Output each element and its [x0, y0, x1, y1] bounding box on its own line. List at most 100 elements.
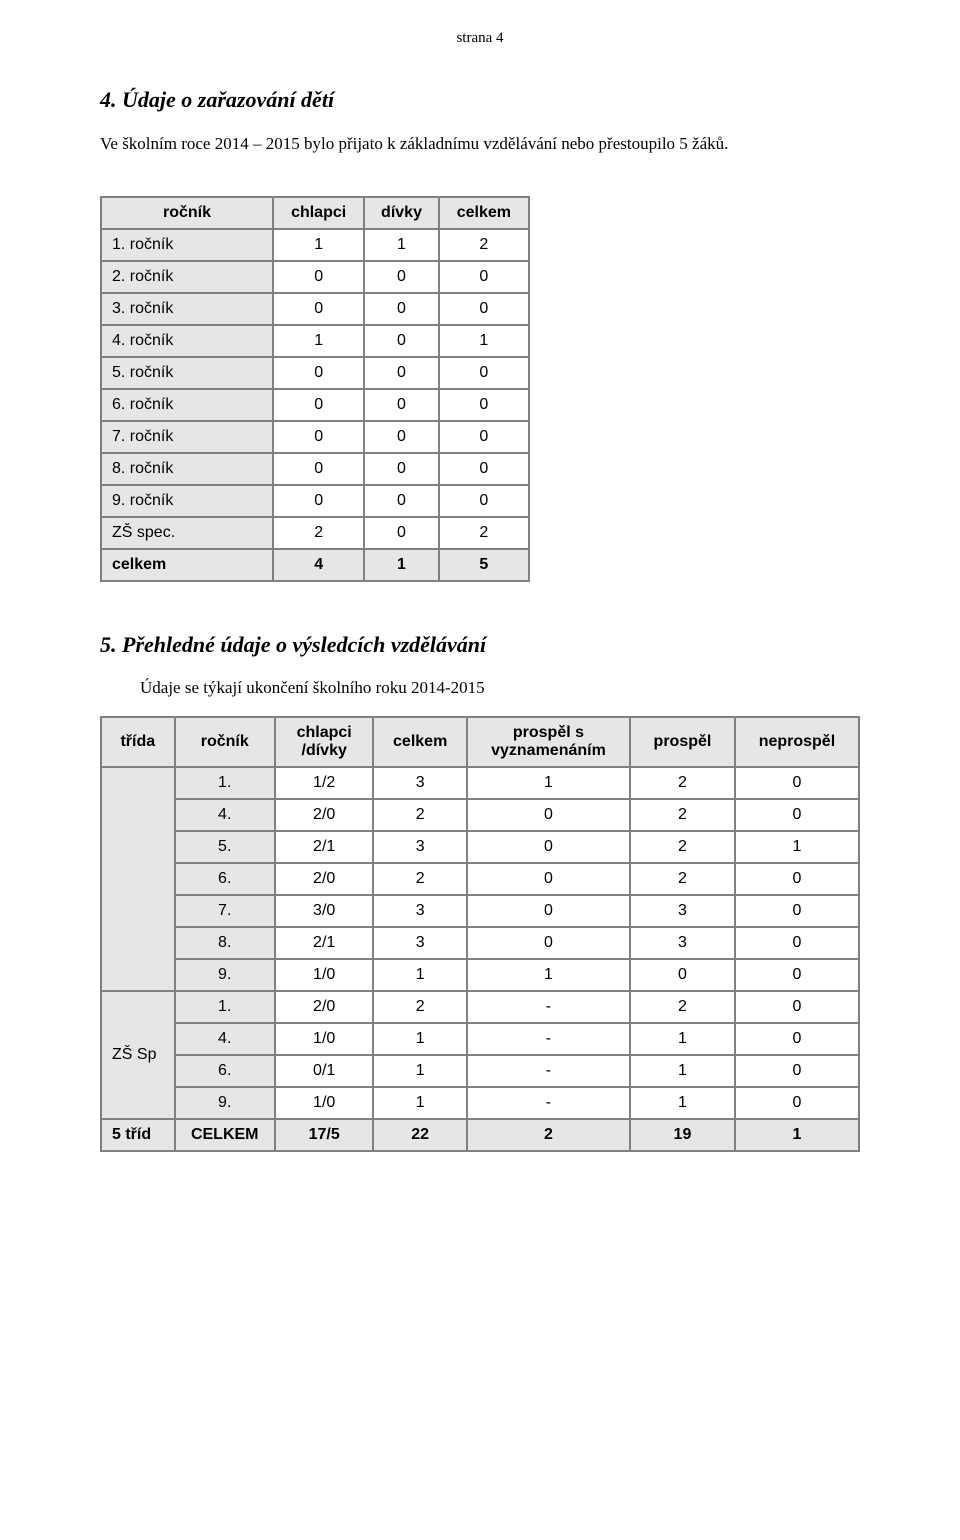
section-5-number: 5.	[100, 632, 117, 657]
cell-value: 0	[439, 389, 529, 421]
col-celkem: celkem	[439, 197, 529, 229]
cell-value: 1	[373, 1055, 466, 1087]
cell-value: 0	[735, 1087, 859, 1119]
row-label: 1. ročník	[101, 229, 273, 261]
cell-value: 3	[373, 895, 466, 927]
row-label: 9. ročník	[101, 485, 273, 517]
row-label: ZŠ spec.	[101, 517, 273, 549]
section-4-number: 4.	[100, 87, 117, 112]
section-5-title: Přehledné údaje o výsledcích vzdělávání	[122, 632, 486, 657]
table-row: 7. ročník000	[101, 421, 529, 453]
grade-label: 8.	[175, 927, 275, 959]
cell-value: 2	[630, 831, 735, 863]
table-row: 2. ročník000	[101, 261, 529, 293]
cell-value: 1	[273, 229, 364, 261]
table-row: 4.1/01-10	[101, 1023, 859, 1055]
cell-value: 1	[630, 1023, 735, 1055]
grade-label: 1.	[175, 767, 275, 799]
cell-value: 1/0	[275, 959, 374, 991]
table-header-row: ročník chlapci dívky celkem	[101, 197, 529, 229]
class-label: ZŠ Sp	[101, 991, 175, 1119]
page: strana 4 4. Údaje o zařazování dětí Ve š…	[0, 0, 960, 1540]
cell-value: 2	[630, 767, 735, 799]
cell-value: 0	[439, 261, 529, 293]
cell-value: 0	[439, 421, 529, 453]
cell-value: 19	[630, 1119, 735, 1151]
table-row: 1.1/23120	[101, 767, 859, 799]
cell-value: 1	[630, 1055, 735, 1087]
cell-value: 0	[467, 799, 630, 831]
cell-value: 0	[735, 991, 859, 1023]
grade-label: 6.	[175, 863, 275, 895]
table-row: 6.2/02020	[101, 863, 859, 895]
cell-value: 2/0	[275, 863, 374, 895]
cell-value: 2	[439, 517, 529, 549]
class-label	[101, 767, 175, 991]
cell-value: 1	[373, 1087, 466, 1119]
cell-value: 0	[735, 767, 859, 799]
col-prospel: prospěl	[630, 717, 735, 767]
cell-value: 0	[364, 421, 438, 453]
cell-value: 0	[273, 261, 364, 293]
cell-value: 0	[735, 1023, 859, 1055]
col-divky: dívky	[364, 197, 438, 229]
cell-value: 2	[373, 863, 466, 895]
cell-value: 0	[735, 927, 859, 959]
enrollment-table: ročník chlapci dívky celkem 1. ročník112…	[100, 196, 530, 582]
class-label: 5 tříd	[101, 1119, 175, 1151]
table-row: 9.1/01-10	[101, 1087, 859, 1119]
col-chlapci: chlapci	[273, 197, 364, 229]
grade-label: CELKEM	[175, 1119, 275, 1151]
cell-value: 1/0	[275, 1087, 374, 1119]
cell-value: 0	[735, 895, 859, 927]
cell-value: 0	[364, 293, 438, 325]
row-label: 8. ročník	[101, 453, 273, 485]
cell-value: 1	[273, 325, 364, 357]
cell-value: 3	[373, 831, 466, 863]
section-5-heading: 5. Přehledné údaje o výsledcích vzdělává…	[100, 632, 860, 658]
cell-value: 2/1	[275, 831, 374, 863]
col-celkem: celkem	[373, 717, 466, 767]
cell-value: 2/0	[275, 991, 374, 1023]
cell-value: 4	[273, 549, 364, 581]
cell-value: 3/0	[275, 895, 374, 927]
cell-value: 1/0	[275, 1023, 374, 1055]
table-row: 3. ročník000	[101, 293, 529, 325]
cell-value: -	[467, 1055, 630, 1087]
cell-value: 1	[364, 549, 438, 581]
grade-label: 4.	[175, 1023, 275, 1055]
table-total-row: 5 třídCELKEM17/5222191	[101, 1119, 859, 1151]
cell-value: -	[467, 1087, 630, 1119]
cell-value: 3	[630, 927, 735, 959]
table-row: 5. ročník000	[101, 357, 529, 389]
cell-value: 2	[373, 799, 466, 831]
cell-value: 2/1	[275, 927, 374, 959]
cell-value: 2	[273, 517, 364, 549]
section-5-subtitle: Údaje se týkají ukončení školního roku 2…	[140, 678, 860, 698]
cell-value: -	[467, 1023, 630, 1055]
cell-value: 3	[630, 895, 735, 927]
grade-label: 5.	[175, 831, 275, 863]
cell-value: 0	[273, 453, 364, 485]
cell-value: 3	[373, 767, 466, 799]
table-total-row: celkem415	[101, 549, 529, 581]
cell-value: 2	[630, 799, 735, 831]
cell-value: 0	[364, 325, 438, 357]
grade-label: 1.	[175, 991, 275, 1023]
cell-value: 1	[630, 1087, 735, 1119]
cell-value: 0	[735, 959, 859, 991]
cell-value: 0	[364, 485, 438, 517]
row-label: 2. ročník	[101, 261, 273, 293]
cell-value: -	[467, 991, 630, 1023]
cell-value: 0	[364, 389, 438, 421]
page-number-header: strana 4	[100, 30, 860, 47]
row-label: 3. ročník	[101, 293, 273, 325]
cell-value: 1	[364, 229, 438, 261]
cell-value: 2	[630, 863, 735, 895]
col-prospel-s-vyzn: prospěl s vyznamenáním	[467, 717, 630, 767]
cell-value: 0	[439, 485, 529, 517]
col-rocnik: ročník	[101, 197, 273, 229]
cell-value: 0	[364, 357, 438, 389]
cell-value: 0	[439, 357, 529, 389]
cell-value: 2	[467, 1119, 630, 1151]
